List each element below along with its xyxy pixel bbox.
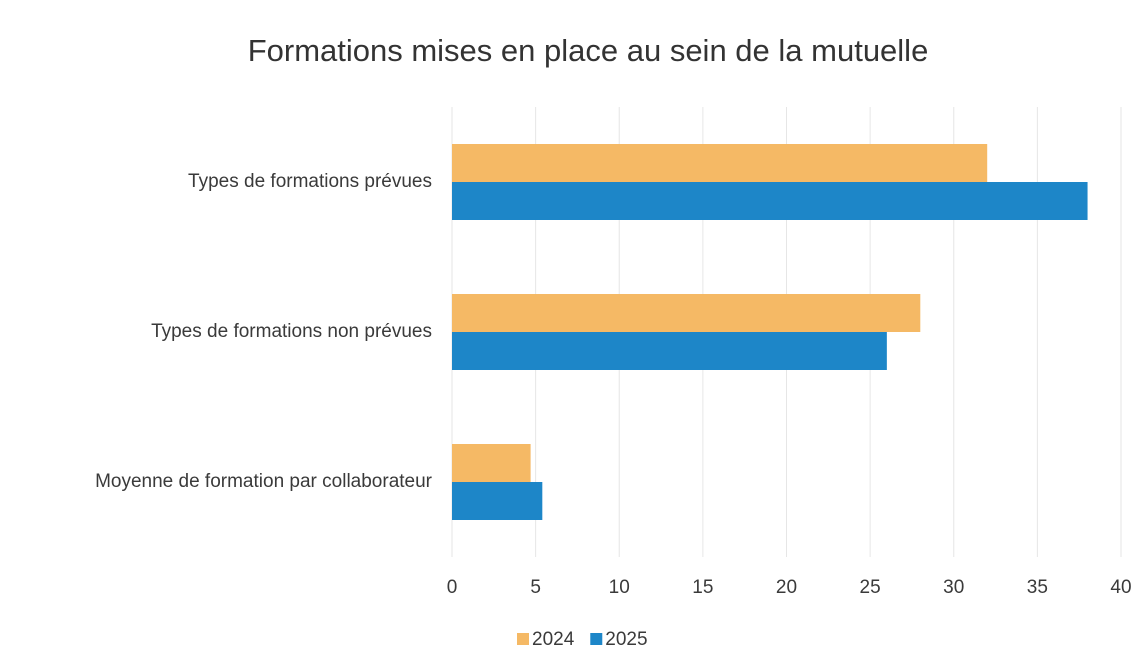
x-tick-label: 10 xyxy=(609,577,630,598)
legend-swatch xyxy=(590,633,603,645)
x-tick-label: 15 xyxy=(692,577,713,598)
legend-swatch xyxy=(517,633,529,645)
x-tick-label: 20 xyxy=(776,577,797,598)
y-tick-label: Types de formations prévues xyxy=(188,171,432,192)
y-tick-label: Types de formations non prévues xyxy=(151,321,432,342)
bar xyxy=(452,332,887,370)
legend-label: 2025 xyxy=(605,629,647,650)
x-tick-label: 35 xyxy=(1027,577,1048,598)
chart-title: Formations mises en place au sein de la … xyxy=(248,33,929,68)
bar xyxy=(452,482,543,520)
x-tick-label: 0 xyxy=(447,577,458,598)
bar xyxy=(452,182,1088,220)
x-tick-label: 30 xyxy=(943,577,964,598)
legend-label: 2024 xyxy=(532,629,575,650)
y-tick-label: Moyenne de formation par collaborateur xyxy=(95,471,433,492)
bar xyxy=(452,144,988,182)
x-tick-label: 25 xyxy=(860,577,881,598)
bar xyxy=(452,444,531,482)
x-tick-label: 40 xyxy=(1110,577,1131,598)
x-tick-label: 5 xyxy=(530,577,541,598)
bar xyxy=(452,294,921,332)
